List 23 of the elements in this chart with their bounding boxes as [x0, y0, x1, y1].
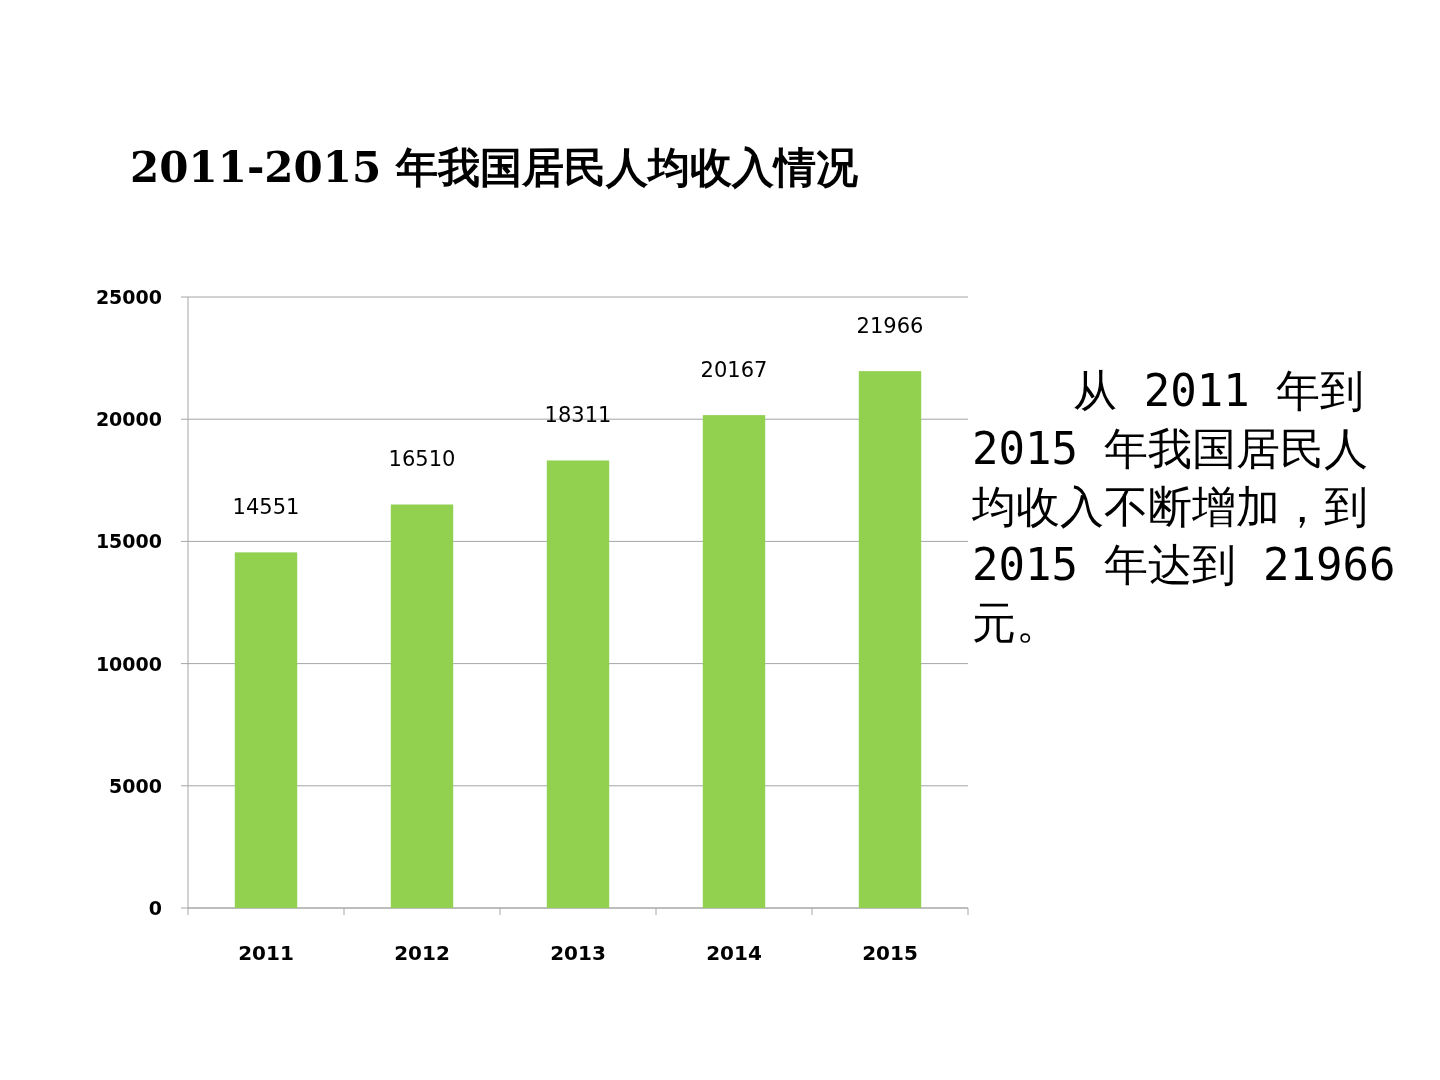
- y-tick-label: 10000: [95, 652, 162, 675]
- x-tick-label: 2015: [862, 941, 918, 965]
- data-label: 18311: [544, 403, 612, 428]
- y-tick-label: 20000: [95, 408, 162, 431]
- text: 从 2011 年到 2015 年我国居民人均收入不断增加，到 2015 年达到 21966 元。: [972, 364, 1397, 650]
- x-tick-label: 2012: [394, 941, 450, 965]
- y-tick-label: 0: [148, 897, 162, 919]
- bar: [858, 371, 922, 908]
- y-tick-label: 5000: [109, 774, 162, 797]
- y-tick-label: 25000: [95, 286, 162, 308]
- x-tick-label: 2013: [550, 941, 606, 965]
- data-label: 20167: [700, 358, 768, 383]
- bar: [702, 415, 766, 908]
- data-label: 16510: [388, 447, 456, 472]
- data-label: 14551: [232, 495, 300, 520]
- bar: [390, 504, 454, 908]
- bar: [234, 552, 298, 908]
- chart-title: 2011-2015 年我国居民人均收入情况: [130, 142, 858, 194]
- x-tick-label: 2014: [706, 941, 762, 965]
- x-tick-label: 2011: [238, 941, 294, 965]
- bar: [546, 460, 610, 908]
- data-label: 21966: [856, 314, 924, 339]
- y-tick-label: 15000: [95, 530, 162, 553]
